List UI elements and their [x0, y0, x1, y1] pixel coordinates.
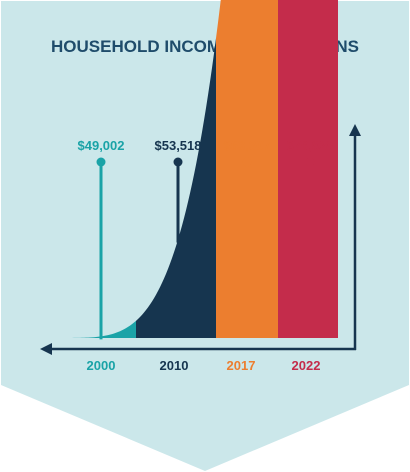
x-tick-labels: 2000 2010 2017 2022: [87, 358, 321, 373]
marker-dot-2017: [242, 157, 252, 167]
y-axis-arrow-icon: [349, 124, 361, 136]
x-tick-label-2017: 2017: [227, 358, 256, 373]
area-segment-2017: [216, 0, 278, 338]
value-markers: $49,002 $53,518 $63,307 $76,828: [78, 0, 334, 340]
value-label-2010: $53,518: [155, 138, 202, 153]
x-axis-arrow-icon: [40, 343, 52, 355]
value-label-2017: $63,307: [224, 138, 271, 153]
area-segment-2010: [136, 38, 216, 338]
marker-dot-2010: [173, 157, 183, 167]
area-segment-2022: [278, 0, 338, 338]
x-tick-label-2022: 2022: [292, 358, 321, 373]
axes: [40, 124, 361, 355]
marker-dot-2000: [96, 157, 106, 167]
value-label-2000: $49,002: [78, 138, 125, 153]
area-segment-2000: [62, 320, 136, 338]
area-segments: [62, 0, 338, 338]
x-tick-label-2010: 2010: [160, 358, 189, 373]
marker-dot-2022: [305, 157, 315, 167]
x-tick-label-2000: 2000: [87, 358, 116, 373]
value-label-2022: $76,828: [287, 138, 334, 153]
